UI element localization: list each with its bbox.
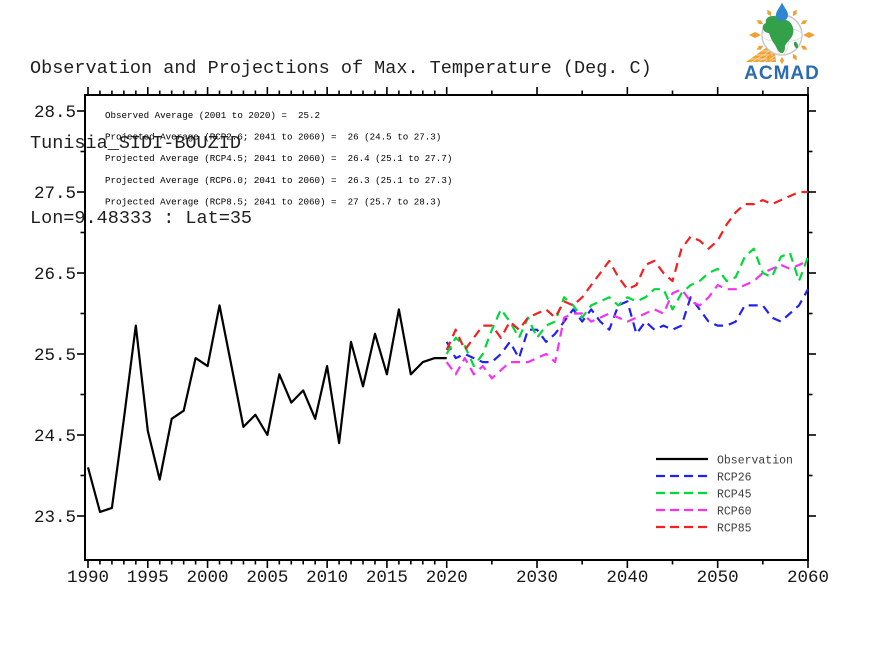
svg-text:1990: 1990 bbox=[67, 568, 109, 588]
axis-ticks bbox=[77, 87, 816, 568]
sun-ray bbox=[767, 9, 772, 17]
water-drop-icon bbox=[776, 2, 788, 21]
sun-ray bbox=[767, 53, 772, 61]
sun-ray bbox=[779, 56, 785, 65]
sun-ray bbox=[792, 9, 797, 17]
series-rcp45 bbox=[445, 247, 810, 368]
svg-text:Projected Average (RCP8.5; 204: Projected Average (RCP8.5; 2041 to 2060)… bbox=[105, 196, 441, 207]
legend-label-rcp26: RCP26 bbox=[717, 472, 752, 485]
station-name: Tunisia_SIDI-BOUZID bbox=[30, 133, 241, 154]
sun-ray bbox=[803, 32, 815, 38]
svg-text:2015: 2015 bbox=[366, 568, 408, 588]
sun-ray bbox=[800, 20, 808, 25]
sun-ray bbox=[756, 45, 764, 50]
sun-rays-icon bbox=[749, 9, 815, 65]
chart-header: Observation and Projections of Max. Temp… bbox=[30, 6, 652, 281]
sun-ray bbox=[800, 45, 808, 50]
svg-text:26.5: 26.5 bbox=[34, 265, 76, 285]
svg-text:2060: 2060 bbox=[787, 568, 829, 588]
svg-text:2010: 2010 bbox=[306, 568, 348, 588]
svg-text:Projected Average (RCP4.5; 204: Projected Average (RCP4.5; 2041 to 2060)… bbox=[105, 153, 452, 164]
svg-text:2040: 2040 bbox=[606, 568, 648, 588]
svg-text:2000: 2000 bbox=[187, 568, 229, 588]
plot-area: 1990 1995 2000 2005 2010 2015 2020 2030 2040 2050… bbox=[34, 87, 829, 588]
legend-label-rcp60: RCP60 bbox=[717, 506, 752, 519]
svg-text:24.5: 24.5 bbox=[34, 427, 76, 447]
legend-label-rcp85: RCP85 bbox=[717, 523, 752, 536]
annotation-text: Observed Average (2001 to 2020) = 25.2 Pr… bbox=[105, 110, 452, 207]
sun-ray bbox=[749, 32, 761, 38]
svg-text:Projected Average (RCP2.6; 204: Projected Average (RCP2.6; 2041 to 2060)… bbox=[105, 132, 441, 143]
svg-text:25.5: 25.5 bbox=[34, 346, 76, 366]
svg-text:27.5: 27.5 bbox=[34, 184, 76, 204]
coordinates-label: Lon=9.48333 : Lat=35 bbox=[30, 208, 253, 229]
svg-text:2020: 2020 bbox=[426, 568, 468, 588]
svg-text:Projected Average (RCP6.0; 204: Projected Average (RCP6.0; 2041 to 2060)… bbox=[105, 175, 452, 186]
africa-icon bbox=[762, 16, 799, 54]
sun-ray bbox=[792, 53, 797, 61]
svg-text:Observed Average (2001 to 2020: Observed Average (2001 to 2020) = 25.2 bbox=[105, 110, 320, 121]
sun-ray bbox=[756, 20, 764, 25]
legend-label-observation: Observation bbox=[717, 455, 793, 468]
legend-label-rcp45: RCP45 bbox=[717, 489, 752, 502]
series-rcp85 bbox=[445, 190, 808, 351]
svg-text:23.5: 23.5 bbox=[34, 508, 76, 528]
series-rcp26 bbox=[445, 288, 809, 364]
svg-text:2050: 2050 bbox=[697, 568, 739, 588]
svg-text:2005: 2005 bbox=[246, 568, 288, 588]
acmad-wordmark: ACMAD bbox=[744, 63, 820, 82]
x-axis-labels: 1990 1995 2000 2005 2010 2015 2020 2030 2040 2050… bbox=[67, 568, 829, 588]
y-axis-labels: 23.5 24.5 25.5 26.5 27.5 28.5 bbox=[34, 103, 76, 528]
series-observation bbox=[86, 304, 447, 513]
svg-text:2030: 2030 bbox=[516, 568, 558, 588]
svg-text:1995: 1995 bbox=[127, 568, 169, 588]
series-rcp60 bbox=[445, 259, 809, 380]
svg-text:28.5: 28.5 bbox=[34, 103, 76, 123]
page-title: Observation and Projections of Max. Temp… bbox=[30, 58, 652, 79]
acmad-logo: ACMAD bbox=[744, 2, 820, 82]
chart-legend: Observation RCP26 RCP45 RCP60 RCP85 bbox=[656, 455, 793, 536]
